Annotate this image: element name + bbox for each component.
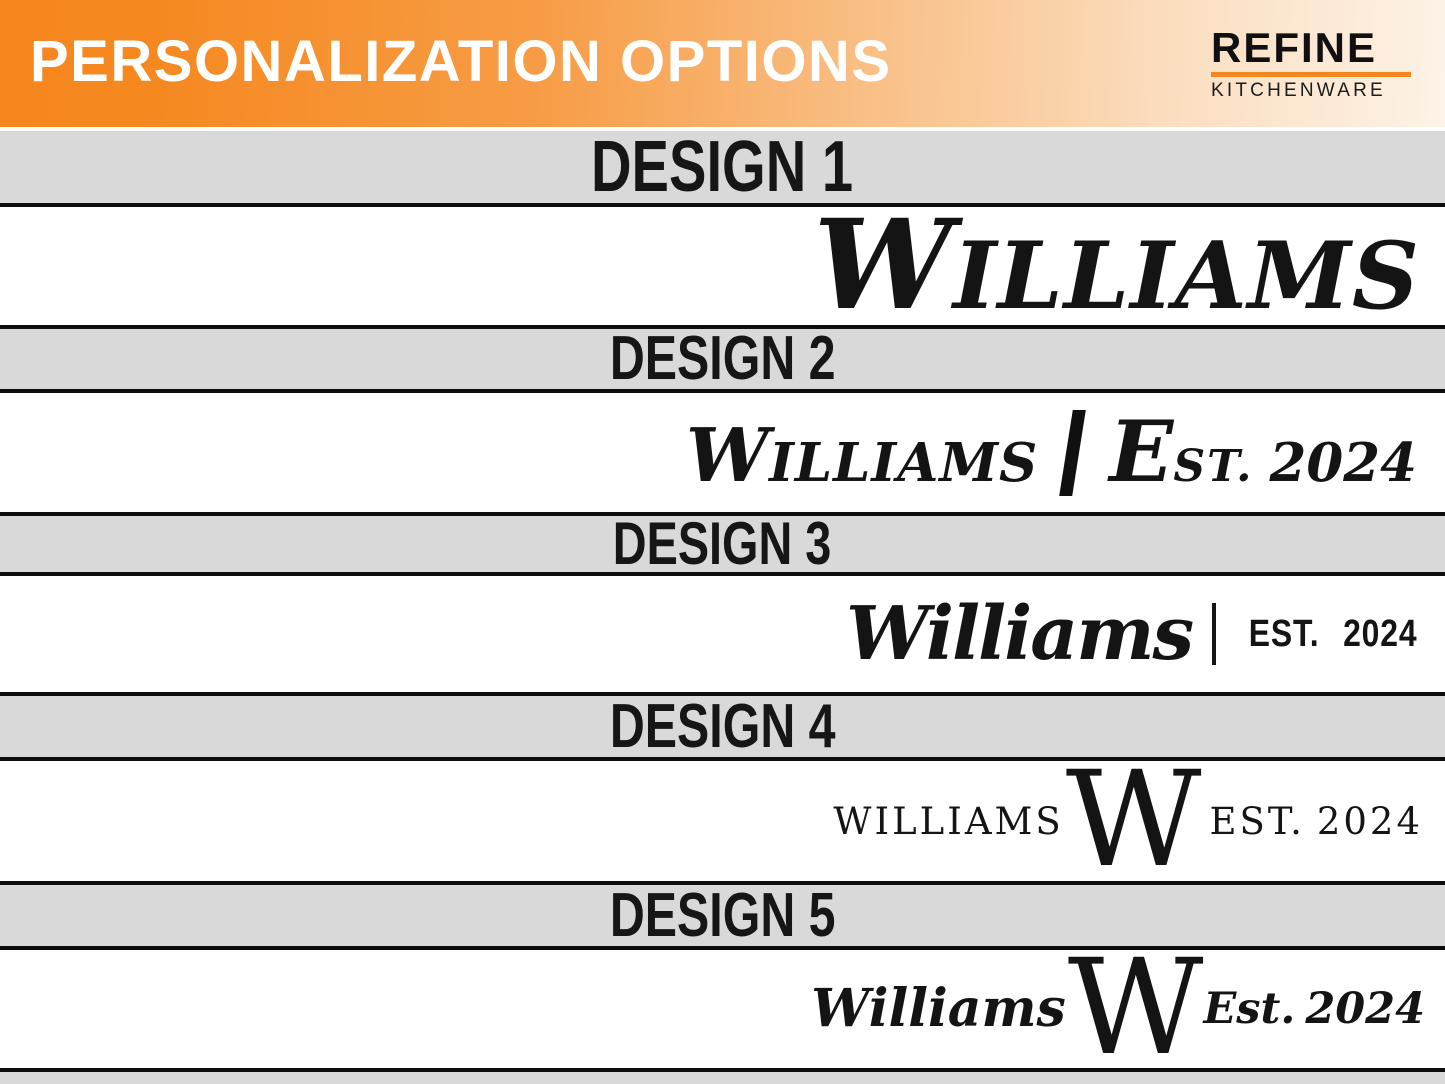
design-3-label: DESIGN 3 bbox=[613, 510, 832, 577]
design-1-name: W ILLIAMS bbox=[814, 204, 1420, 328]
name-initial: W bbox=[813, 193, 953, 338]
est-text: EST. bbox=[1248, 613, 1320, 655]
design-4-sample: WILLIAMS W EST. 2024 bbox=[0, 743, 1445, 898]
name-text: WILLIAMS bbox=[833, 799, 1064, 843]
bottom-band-strip bbox=[0, 1068, 1445, 1084]
est-initial: E bbox=[1109, 401, 1174, 501]
brand-name: REFINE bbox=[1211, 24, 1378, 71]
design-5-label-band: DESIGN 5 bbox=[0, 881, 1445, 950]
est-rest: ST. bbox=[1173, 440, 1254, 492]
design-4-label-band: DESIGN 4 bbox=[0, 692, 1445, 761]
script-name: Williams bbox=[811, 978, 1066, 1039]
design-1-label-band: DESIGN 1 bbox=[0, 127, 1445, 207]
monogram-initial: W bbox=[1065, 743, 1202, 898]
design-2-composition: W ILLIAMS E ST. 2024 bbox=[685, 401, 1417, 501]
year-text: 2024 bbox=[1343, 613, 1418, 655]
design-2-label-band: DESIGN 2 bbox=[0, 325, 1445, 393]
divider-bar bbox=[1059, 409, 1087, 496]
name-initial: W bbox=[685, 412, 770, 499]
name-rest: ILLIAMS bbox=[769, 431, 1039, 494]
design-2-sample: W ILLIAMS E ST. 2024 bbox=[0, 393, 1445, 512]
est-text: Est. bbox=[1203, 983, 1296, 1034]
design-5-sample: Williams W Est. 2024 bbox=[0, 931, 1445, 1084]
design-1-sample: W ILLIAMS bbox=[0, 204, 1445, 328]
script-name: Williams bbox=[846, 591, 1194, 677]
year-text: 2024 bbox=[1305, 983, 1425, 1034]
divider-bar bbox=[1212, 603, 1217, 665]
year-text: 2024 bbox=[1316, 799, 1423, 843]
est-text: EST. bbox=[1209, 799, 1305, 843]
brand-logo: REFINE KITCHENWARE bbox=[1211, 27, 1411, 100]
monogram-initial: W bbox=[1067, 931, 1204, 1084]
year-text: 2024 bbox=[1269, 431, 1417, 494]
design-4-label: DESIGN 4 bbox=[609, 691, 836, 761]
design-5-label: DESIGN 5 bbox=[609, 880, 836, 950]
header-banner: PERSONALIZATION OPTIONS REFINE KITCHENWA… bbox=[0, 0, 1445, 127]
page-title: PERSONALIZATION OPTIONS bbox=[30, 28, 892, 94]
design-3-sample: Williams EST. 2024 bbox=[0, 576, 1445, 692]
name-rest: ILLIAMS bbox=[952, 221, 1420, 330]
design-3-label-band: DESIGN 3 bbox=[0, 512, 1445, 576]
brand-underline-rule bbox=[1211, 72, 1411, 77]
design-1-label: DESIGN 1 bbox=[591, 127, 854, 207]
brand-subtitle: KITCHENWARE bbox=[1211, 80, 1386, 101]
design-2-label: DESIGN 2 bbox=[609, 324, 836, 393]
